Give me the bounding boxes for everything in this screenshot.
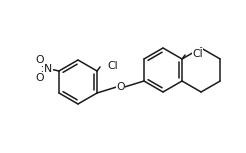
- Text: O: O: [116, 82, 125, 92]
- Text: Cl: Cl: [107, 61, 118, 71]
- Text: O: O: [36, 55, 44, 65]
- Text: Cl: Cl: [192, 49, 203, 59]
- Text: N: N: [44, 64, 52, 74]
- Text: O: O: [36, 73, 44, 83]
